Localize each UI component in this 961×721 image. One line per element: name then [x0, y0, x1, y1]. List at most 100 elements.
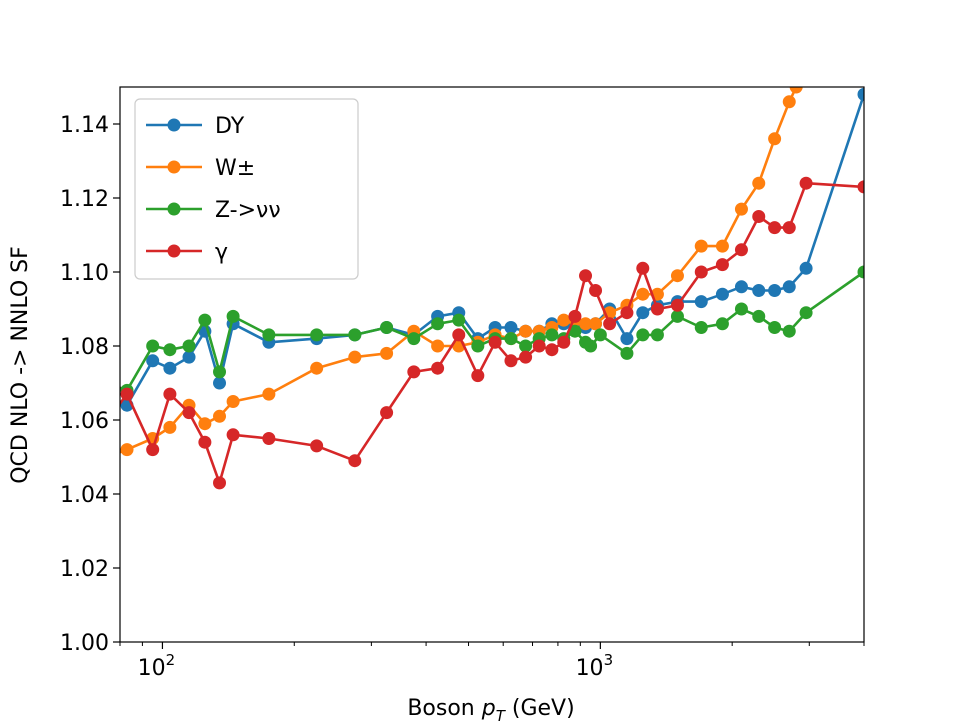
data-point [593, 328, 607, 342]
data-point [226, 395, 240, 408]
data-point [752, 309, 766, 323]
data-point [589, 284, 603, 297]
data-point [407, 365, 421, 379]
plot-area [101, 87, 864, 490]
data-point [734, 202, 748, 216]
data-point [715, 258, 729, 272]
data-point [182, 406, 196, 420]
data-point [584, 339, 598, 353]
data-point [620, 332, 634, 346]
legend-marker [167, 160, 181, 174]
data-point [226, 428, 240, 442]
data-point [262, 432, 276, 445]
series-Z->νν [101, 265, 864, 397]
data-point [568, 309, 582, 323]
data-point [213, 476, 227, 490]
data-point [799, 306, 813, 320]
data-point [752, 284, 766, 297]
data-point [182, 350, 196, 364]
y-tick-label: 1.02 [60, 557, 109, 582]
data-point [182, 339, 196, 353]
legend-label: DY [215, 114, 245, 139]
data-point [380, 346, 394, 360]
y-axis: 1.00 1.02 1.04 1.06 1.08 1.10 1.12 1.14 [60, 113, 120, 656]
data-point [715, 239, 729, 253]
x-axis: 102 103 [119, 642, 865, 681]
data-point [504, 354, 518, 368]
x-tick-label: 103 [576, 651, 614, 681]
data-point [857, 87, 864, 101]
data-point [715, 287, 729, 301]
data-point [310, 439, 324, 453]
y-tick-label: 1.12 [60, 187, 109, 212]
y-tick-label: 1.10 [60, 261, 109, 286]
data-point [163, 361, 177, 375]
data-point [310, 328, 324, 342]
data-point [782, 221, 796, 235]
data-point [670, 269, 684, 283]
data-point [452, 313, 466, 327]
legend-frame [134, 98, 359, 280]
data-point [768, 221, 782, 235]
data-point [734, 280, 748, 294]
legend-marker [167, 202, 181, 216]
data-point [198, 417, 212, 431]
data-point [101, 451, 114, 464]
legend-label: W± [215, 156, 255, 181]
data-point [782, 324, 796, 338]
data-point [694, 295, 708, 309]
data-point [348, 328, 362, 342]
data-point [782, 95, 796, 109]
data-point [579, 317, 593, 331]
data-point [262, 328, 276, 342]
data-point [857, 180, 864, 194]
data-point [694, 265, 708, 279]
data-point [146, 339, 160, 353]
data-point [262, 387, 276, 401]
data-point [799, 176, 813, 190]
data-point [768, 284, 782, 297]
data-point [163, 343, 177, 357]
data-point [213, 365, 227, 379]
data-point [589, 317, 603, 331]
data-point [532, 339, 546, 353]
data-point [789, 87, 803, 94]
data-point [101, 395, 114, 408]
data-point [380, 321, 394, 334]
legend-label: γ [215, 240, 228, 265]
data-point [101, 377, 114, 390]
data-point [213, 409, 227, 423]
data-point [694, 239, 708, 253]
data-point [488, 335, 502, 349]
x-tick-label: 102 [138, 651, 176, 681]
data-point [146, 443, 160, 457]
x-axis-label: Boson pT (GeV) [407, 696, 574, 721]
data-point [519, 339, 533, 353]
y-tick-label: 1.06 [60, 409, 109, 434]
data-point [782, 280, 796, 294]
legend-marker [167, 118, 181, 132]
data-point [579, 269, 593, 283]
data-point [603, 317, 617, 331]
data-point [670, 298, 684, 312]
data-point [163, 420, 177, 434]
y-tick-label: 1.04 [60, 483, 109, 508]
data-point [636, 287, 650, 301]
data-point [120, 443, 134, 457]
data-point [471, 369, 485, 383]
data-point [799, 261, 813, 275]
data-point [504, 332, 518, 346]
data-point [146, 354, 160, 368]
data-point [213, 376, 227, 390]
data-point [557, 313, 571, 327]
data-point [715, 317, 729, 331]
data-point [431, 361, 445, 375]
data-point [620, 306, 634, 320]
data-point [545, 343, 559, 357]
data-point [650, 328, 664, 342]
data-point [519, 350, 533, 364]
data-point [198, 435, 212, 449]
data-point [694, 321, 708, 334]
y-axis-label: QCD NLO -> NNLO SF [8, 246, 33, 484]
y-tick-label: 1.00 [60, 631, 109, 656]
